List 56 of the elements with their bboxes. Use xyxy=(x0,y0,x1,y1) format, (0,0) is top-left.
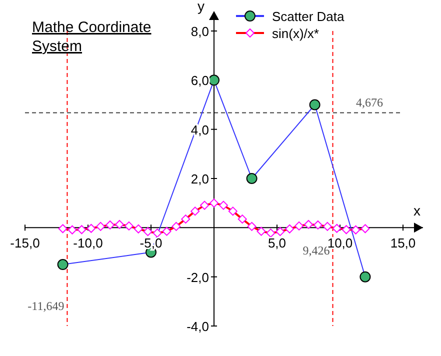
point xyxy=(285,224,294,234)
point xyxy=(181,214,190,224)
point xyxy=(266,228,276,238)
point xyxy=(276,227,285,236)
point xyxy=(77,225,86,234)
point xyxy=(304,220,313,229)
x-tick-label: 15,0 xyxy=(390,236,416,251)
x-tick-label: 10,0 xyxy=(327,236,353,251)
point xyxy=(124,221,134,230)
point xyxy=(190,206,200,216)
point xyxy=(86,224,96,233)
point xyxy=(152,228,162,238)
legend-label: sin(x)/x* xyxy=(272,26,319,41)
point xyxy=(68,225,77,234)
point xyxy=(246,173,258,184)
point xyxy=(218,200,228,210)
point xyxy=(57,259,68,270)
y-tick-label: -2,0 xyxy=(186,270,209,285)
x-tick-label: -10,0 xyxy=(73,236,103,251)
y-tick-label: 6,0 xyxy=(190,73,209,88)
chart-title: Mathe Coordinate System xyxy=(32,19,152,55)
point xyxy=(238,214,247,224)
x-tick-label: -15,0 xyxy=(10,236,40,251)
point xyxy=(351,225,360,234)
legend-label: Scatter Data xyxy=(272,9,346,24)
point xyxy=(96,222,106,231)
point xyxy=(134,224,143,234)
ref-line-label: 9,426 xyxy=(302,244,330,258)
y-tick-label: 2,0 xyxy=(190,172,209,186)
point xyxy=(208,74,220,86)
y-tick-label: -4,0 xyxy=(186,319,209,334)
ref-line-label: -11,649 xyxy=(28,299,64,313)
point xyxy=(332,224,342,233)
point xyxy=(313,220,322,230)
point xyxy=(115,220,124,229)
point xyxy=(360,224,370,234)
point xyxy=(247,222,256,231)
y-axis-title: y xyxy=(198,0,204,14)
point xyxy=(143,227,152,236)
point xyxy=(172,222,181,231)
point xyxy=(309,99,320,110)
point xyxy=(294,221,304,230)
point xyxy=(360,271,371,282)
y-tick-label: 8,0 xyxy=(190,24,209,39)
point xyxy=(162,226,172,236)
point xyxy=(228,206,238,216)
x-tick-label: 5,0 xyxy=(268,236,286,251)
point xyxy=(256,226,266,236)
ref-line-label: 4,676 xyxy=(356,96,383,110)
point xyxy=(342,225,351,234)
point xyxy=(322,222,332,231)
point xyxy=(58,224,68,234)
x-axis-title: x xyxy=(414,202,420,219)
point xyxy=(210,198,218,208)
point xyxy=(106,220,115,230)
point xyxy=(200,200,210,210)
